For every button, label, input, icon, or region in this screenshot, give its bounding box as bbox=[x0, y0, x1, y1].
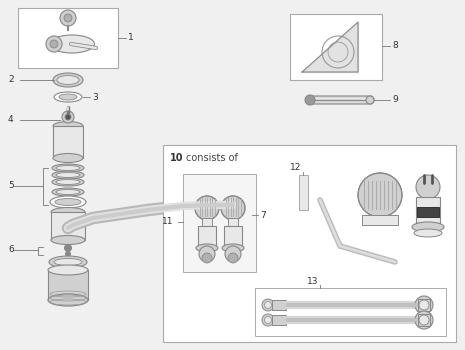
Bar bbox=[416, 197, 440, 223]
Ellipse shape bbox=[50, 196, 86, 208]
Circle shape bbox=[230, 216, 242, 228]
Ellipse shape bbox=[222, 244, 244, 252]
Circle shape bbox=[195, 196, 219, 220]
Bar bbox=[299, 175, 308, 210]
Bar bbox=[198, 226, 216, 246]
Circle shape bbox=[216, 202, 228, 214]
Ellipse shape bbox=[53, 121, 83, 131]
Circle shape bbox=[65, 114, 71, 120]
Circle shape bbox=[419, 315, 429, 325]
Bar bbox=[48, 270, 88, 300]
Bar bbox=[418, 314, 430, 326]
Ellipse shape bbox=[412, 222, 444, 232]
Ellipse shape bbox=[56, 173, 80, 177]
Ellipse shape bbox=[51, 208, 85, 217]
Ellipse shape bbox=[53, 73, 83, 87]
Bar bbox=[228, 218, 238, 226]
Circle shape bbox=[419, 300, 429, 310]
Text: 2: 2 bbox=[8, 76, 13, 84]
Bar bbox=[202, 218, 212, 226]
Ellipse shape bbox=[196, 244, 218, 252]
Bar bbox=[183, 174, 256, 272]
Bar bbox=[210, 198, 252, 232]
Bar bbox=[272, 300, 286, 310]
Bar bbox=[18, 8, 118, 68]
Circle shape bbox=[415, 311, 433, 329]
Ellipse shape bbox=[54, 259, 82, 266]
Text: 5: 5 bbox=[8, 182, 14, 190]
Circle shape bbox=[221, 196, 245, 220]
Circle shape bbox=[62, 111, 74, 123]
Text: 8: 8 bbox=[392, 42, 398, 50]
Circle shape bbox=[262, 299, 274, 311]
Ellipse shape bbox=[51, 236, 85, 245]
Text: 13: 13 bbox=[307, 278, 319, 287]
Circle shape bbox=[46, 36, 62, 52]
Circle shape bbox=[202, 253, 212, 263]
Circle shape bbox=[262, 314, 274, 326]
Circle shape bbox=[64, 14, 72, 22]
Circle shape bbox=[225, 246, 241, 262]
Bar bbox=[290, 14, 382, 80]
Bar bbox=[418, 299, 430, 311]
Bar bbox=[417, 207, 439, 217]
Ellipse shape bbox=[49, 256, 87, 268]
Bar bbox=[224, 226, 242, 246]
Text: 7: 7 bbox=[260, 210, 266, 219]
Circle shape bbox=[60, 10, 76, 26]
Circle shape bbox=[199, 246, 215, 262]
Text: 11: 11 bbox=[162, 217, 173, 226]
Circle shape bbox=[216, 216, 228, 228]
Bar bbox=[362, 215, 398, 225]
Ellipse shape bbox=[49, 35, 94, 53]
Text: 9: 9 bbox=[392, 96, 398, 105]
Ellipse shape bbox=[56, 180, 80, 184]
Circle shape bbox=[228, 253, 238, 263]
Ellipse shape bbox=[56, 189, 80, 195]
Circle shape bbox=[366, 96, 374, 104]
Polygon shape bbox=[302, 22, 358, 72]
Circle shape bbox=[65, 245, 72, 252]
Circle shape bbox=[265, 301, 272, 308]
Ellipse shape bbox=[57, 76, 79, 84]
Ellipse shape bbox=[54, 92, 82, 102]
Ellipse shape bbox=[48, 294, 88, 306]
Ellipse shape bbox=[52, 178, 84, 186]
Ellipse shape bbox=[52, 171, 84, 179]
Text: 12: 12 bbox=[290, 163, 302, 173]
Text: consists of: consists of bbox=[186, 153, 238, 163]
Bar bbox=[272, 315, 286, 325]
Circle shape bbox=[50, 40, 58, 48]
Bar bbox=[255, 288, 446, 336]
Text: 1: 1 bbox=[128, 34, 134, 42]
Circle shape bbox=[415, 296, 433, 314]
Bar bbox=[163, 145, 456, 342]
Ellipse shape bbox=[228, 198, 238, 212]
Ellipse shape bbox=[48, 265, 88, 275]
Ellipse shape bbox=[414, 229, 442, 237]
Ellipse shape bbox=[55, 198, 81, 205]
Circle shape bbox=[66, 252, 71, 257]
Text: 6: 6 bbox=[8, 245, 14, 254]
Text: 4: 4 bbox=[8, 116, 13, 125]
Circle shape bbox=[305, 95, 315, 105]
Circle shape bbox=[358, 173, 402, 217]
Ellipse shape bbox=[59, 94, 77, 100]
Ellipse shape bbox=[56, 166, 80, 170]
Circle shape bbox=[416, 175, 440, 199]
Text: 3: 3 bbox=[92, 92, 98, 102]
Circle shape bbox=[265, 316, 272, 323]
Ellipse shape bbox=[53, 154, 83, 162]
Text: 10: 10 bbox=[170, 153, 184, 163]
Bar bbox=[53, 126, 83, 158]
Ellipse shape bbox=[52, 164, 84, 172]
Bar bbox=[51, 212, 85, 240]
Ellipse shape bbox=[52, 188, 84, 196]
Circle shape bbox=[230, 202, 242, 214]
